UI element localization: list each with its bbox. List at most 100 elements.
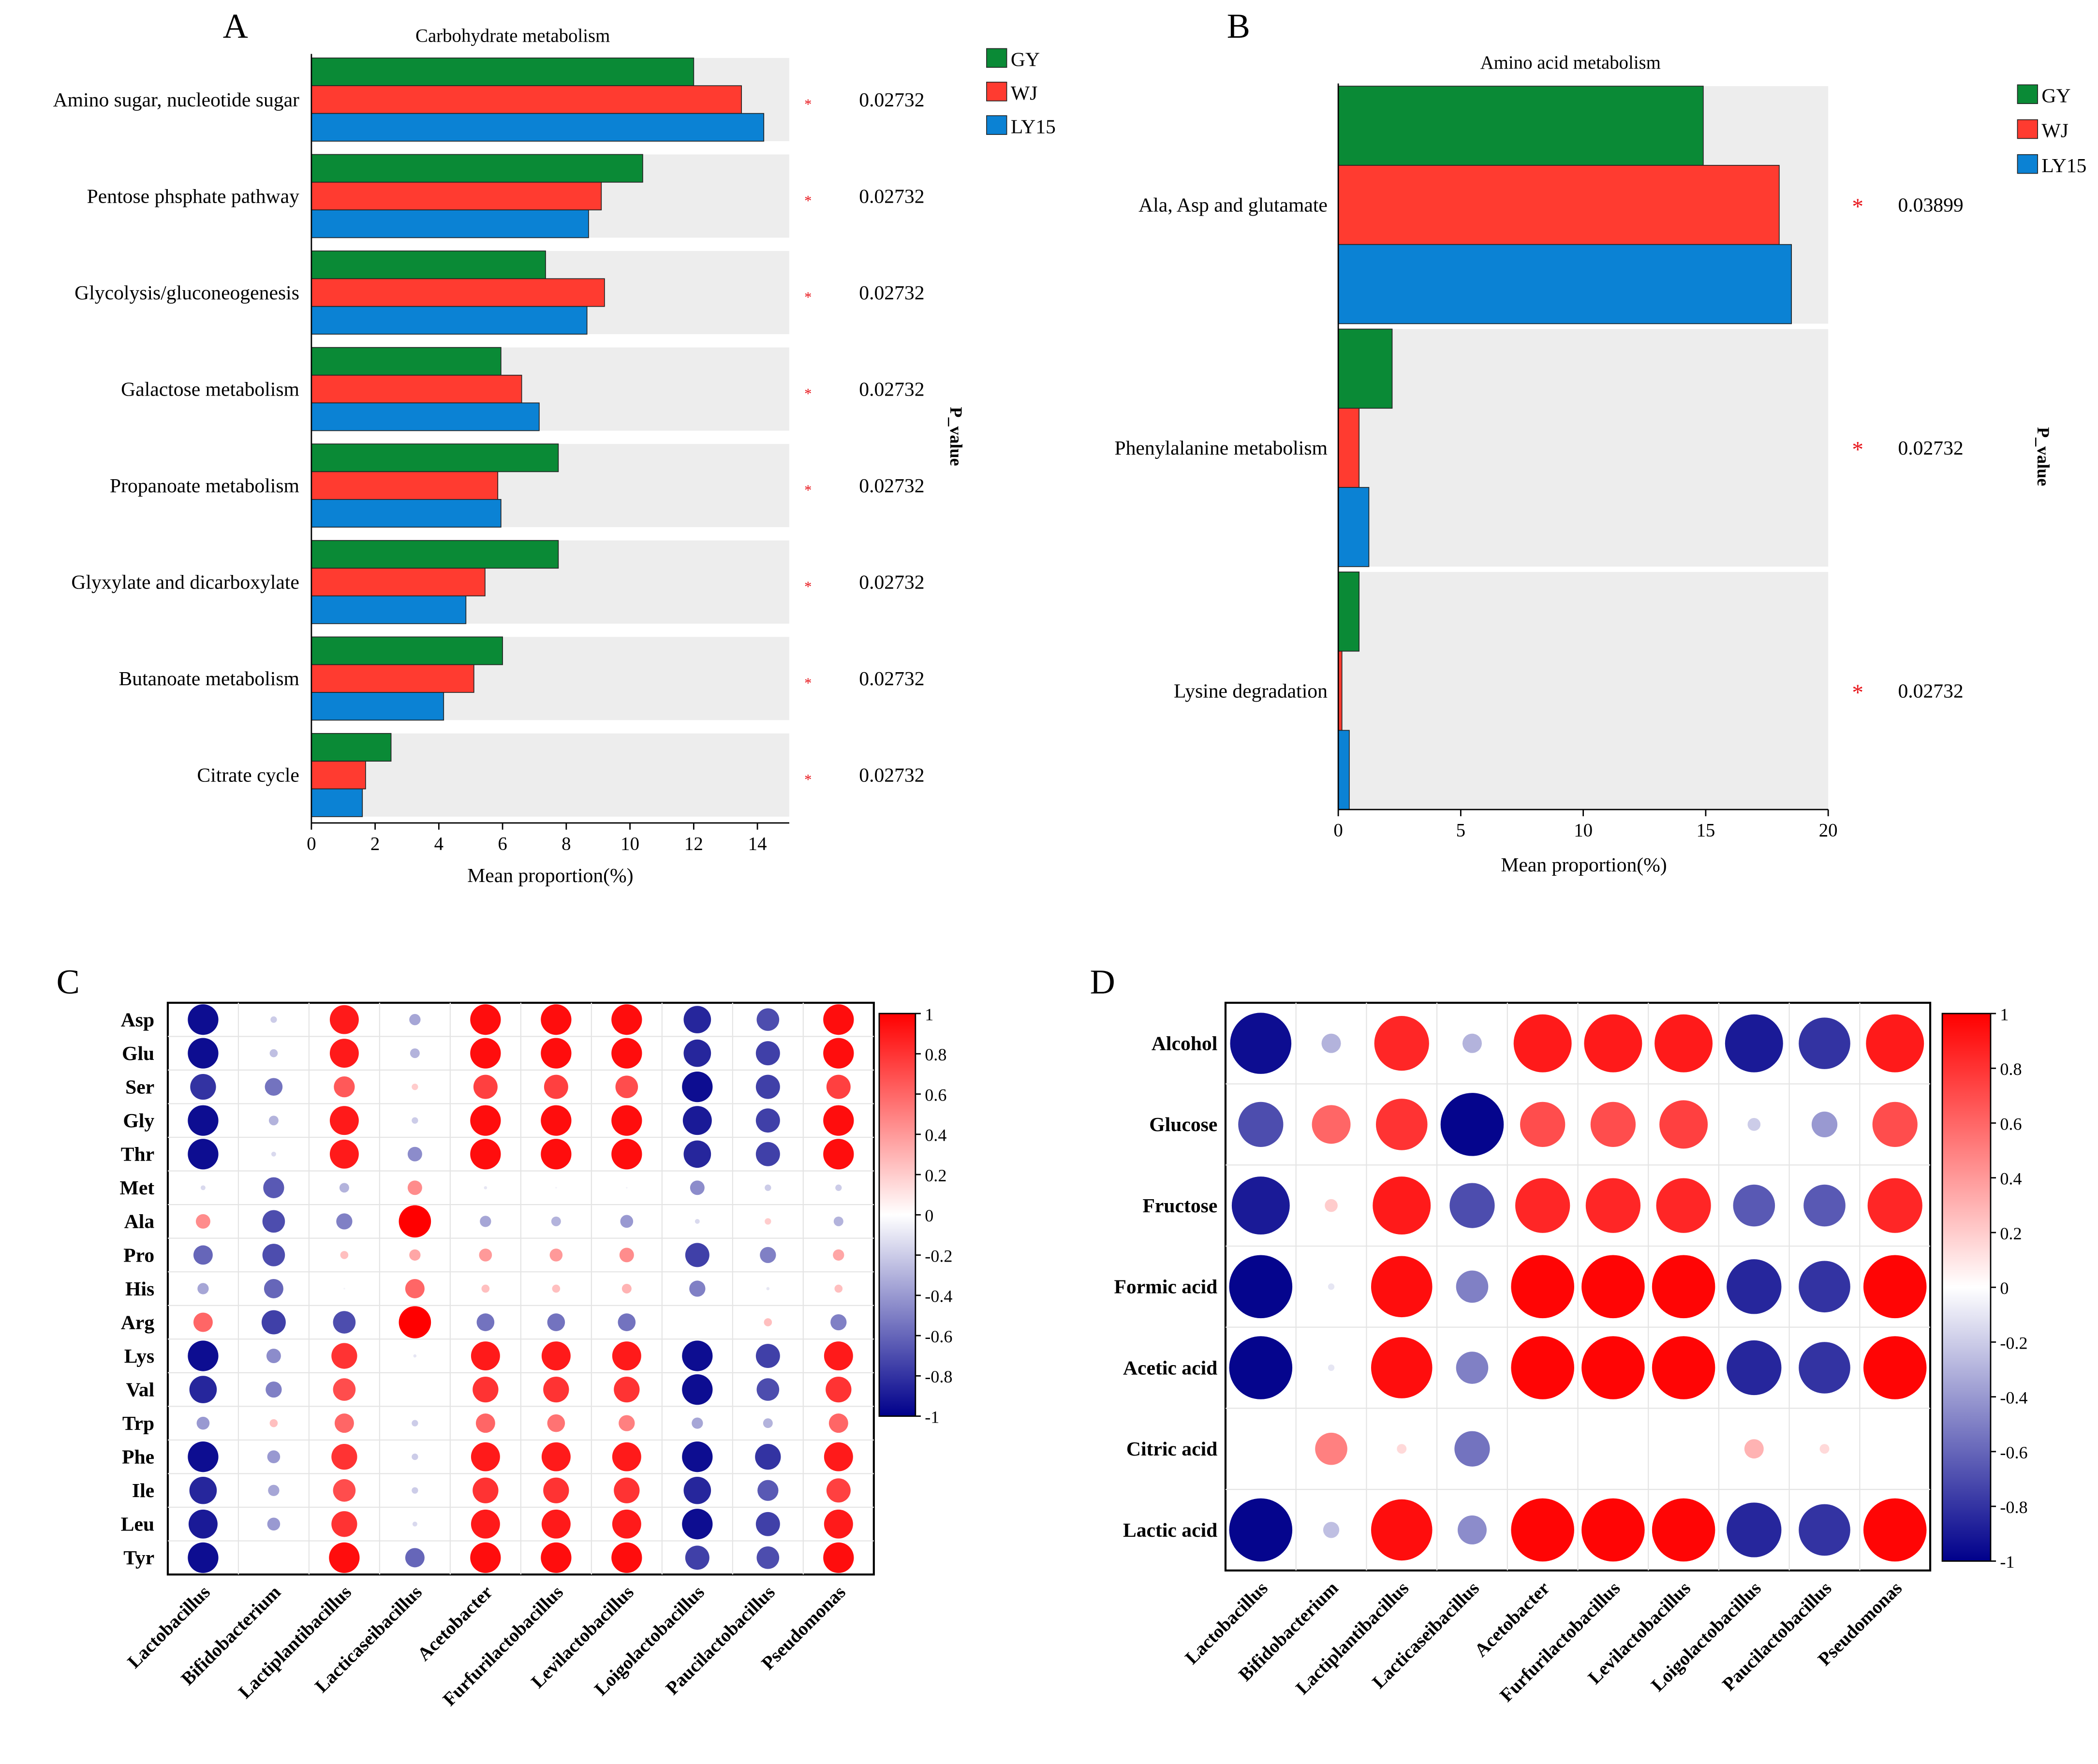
- panel-c-bubble: [755, 1041, 780, 1066]
- panel-a-bar-gy: [311, 250, 546, 279]
- panel-c-bubble: [824, 1341, 853, 1371]
- panel-label-d: D: [1090, 962, 1115, 1001]
- panel-c-bubble: [473, 1376, 499, 1403]
- panel-b-bar-gy: [1338, 572, 1359, 652]
- panel-c-bubble: [470, 1004, 501, 1035]
- panel-c-bubble: [541, 1004, 572, 1035]
- panel-d-colorbar-tick-label: 1: [2000, 1005, 2009, 1024]
- panel-d-colorbar-tick-label: -0.6: [2000, 1443, 2027, 1462]
- panel-a-bar-ly15: [311, 499, 502, 528]
- panel-c-bubble: [833, 1216, 843, 1226]
- panel-c-bubble: [755, 1512, 780, 1536]
- panel-c-bubble: [405, 1279, 425, 1298]
- panel-c-row-label: Val: [126, 1379, 155, 1401]
- panel-c-bubble: [399, 1205, 431, 1238]
- panel-d-bubble: [1863, 1336, 1927, 1399]
- panel-b-pvalue-text: 0.03899: [1898, 194, 1963, 217]
- panel-c-bubble: [614, 1477, 640, 1503]
- panel-label-c: C: [57, 962, 80, 1001]
- panel-b-x-tick-label: 20: [1819, 820, 1838, 841]
- panel-b-row-background: [1338, 572, 1829, 810]
- panel-d-bubble: [1440, 1093, 1504, 1156]
- panel-c-bubble: [471, 1509, 500, 1539]
- panel-a-chart: Carbohydrate metabolism Amino sugar, nuc…: [53, 26, 1056, 887]
- panel-d-bubble: [1866, 1014, 1924, 1073]
- panel-c-bubble: [336, 1213, 353, 1230]
- panel-c-row-label: Thr: [121, 1144, 154, 1166]
- panel-c-bubble: [755, 1108, 780, 1133]
- panel-b-pvalue-text: 0.02732: [1898, 680, 1963, 702]
- panel-b-bar-wj: [1338, 165, 1780, 245]
- panel-a-bar-gy: [311, 154, 643, 183]
- panel-c-bubble: [188, 1038, 219, 1069]
- panel-label-b: B: [1227, 7, 1250, 45]
- panel-c-bubble: [409, 1249, 421, 1261]
- panel-a-pvalue-text: 0.02732: [859, 572, 924, 594]
- panel-c-bubble: [412, 1420, 418, 1426]
- panel-d-bubble: [1811, 1111, 1838, 1138]
- panel-c-bubble: [481, 1284, 490, 1293]
- panel-a-x-tick-label: 4: [434, 833, 443, 854]
- panel-c-row-label: Trp: [122, 1412, 154, 1435]
- panel-c-bubble: [265, 1078, 283, 1096]
- panel-d-row-label: Fructose: [1142, 1195, 1217, 1217]
- panel-c-bubble: [269, 1419, 278, 1427]
- panel-c-bubble: [541, 1105, 572, 1136]
- panel-c-bubble: [765, 1218, 771, 1225]
- panel-d-row-label: Lactic acid: [1123, 1519, 1217, 1542]
- panel-b-legend-label-gy: GY: [2041, 85, 2070, 107]
- panel-c-bubble: [683, 1039, 711, 1067]
- panel-c-bubble: [823, 1038, 854, 1069]
- panel-c-bubble: [188, 1441, 219, 1472]
- panel-d-chart: Alcohol Glucose Fructose Formic acid Acetic …: [1114, 1001, 2028, 1706]
- panel-a-category-label: Glyxylate and dicarboxylate: [71, 572, 299, 594]
- panel-c-bubble: [541, 1509, 571, 1539]
- panel-a-legend-swatch-gy: [986, 48, 1007, 68]
- panel-c-bubble: [188, 1340, 219, 1371]
- panel-c-row-label: Phe: [122, 1446, 154, 1469]
- panel-c-bubble: [620, 1215, 634, 1228]
- panel-a-bar-wj: [311, 664, 474, 693]
- panel-a-bar-wj: [311, 181, 602, 210]
- panel-c-bubble: [334, 1076, 355, 1098]
- panel-c-bubble: [331, 1511, 357, 1537]
- panel-d-bubble: [1373, 1176, 1431, 1235]
- panel-c-bubble: [266, 1381, 282, 1398]
- panel-c-bubble: [331, 1343, 357, 1369]
- panel-c-bubble: [683, 1476, 711, 1504]
- panel-c-bubble: [689, 1280, 706, 1297]
- panel-a-category-label: Butanoate metabolism: [119, 668, 299, 690]
- panel-c-bubble: [197, 1283, 209, 1294]
- panel-d-bubble: [1328, 1283, 1335, 1290]
- panel-c-bubble: [541, 1038, 572, 1069]
- panel-c-bubble: [188, 1105, 219, 1136]
- panel-a-bar-gy: [311, 636, 503, 665]
- panel-c-bubble: [755, 1142, 780, 1166]
- panel-c-bubble: [196, 1416, 210, 1430]
- panel-c-bubble: [480, 1216, 491, 1227]
- panel-b-x-axis-label: Mean proportion(%): [1501, 854, 1667, 876]
- panel-d-bubble: [1229, 1498, 1293, 1562]
- panel-c-bubble: [692, 1417, 703, 1429]
- panel-c-bubble: [682, 1106, 712, 1135]
- panel-a-pvalue-text: 0.02732: [859, 764, 924, 787]
- panel-a-bar-ly15: [311, 306, 588, 335]
- panel-c-bubble: [412, 1084, 418, 1090]
- panel-d-bubble: [1747, 1118, 1761, 1131]
- panel-c-bubble: [263, 1177, 284, 1198]
- panel-a-bar-gy: [311, 58, 694, 87]
- panel-c-bubble: [329, 1542, 360, 1573]
- panel-a-category-label: Pentose phsphate pathway: [87, 185, 299, 207]
- panel-c-row-label: Tyr: [123, 1547, 154, 1569]
- panel-a-x-tick-label: 8: [561, 833, 571, 854]
- panel-d-bubble: [1229, 1336, 1293, 1399]
- panel-d-colorbar-tick-label: -1: [2000, 1552, 2014, 1572]
- panel-c-bubble: [189, 1376, 217, 1403]
- panel-a-significance-star: *: [804, 192, 812, 209]
- panel-c-bubble: [471, 1341, 500, 1371]
- panel-c-bubble: [683, 1140, 711, 1168]
- panel-d-bubble: [1511, 1255, 1574, 1319]
- panel-d-bubble: [1803, 1184, 1846, 1227]
- panel-c-bubble: [766, 1287, 770, 1291]
- panel-b-x-tick-label: 15: [1696, 820, 1715, 841]
